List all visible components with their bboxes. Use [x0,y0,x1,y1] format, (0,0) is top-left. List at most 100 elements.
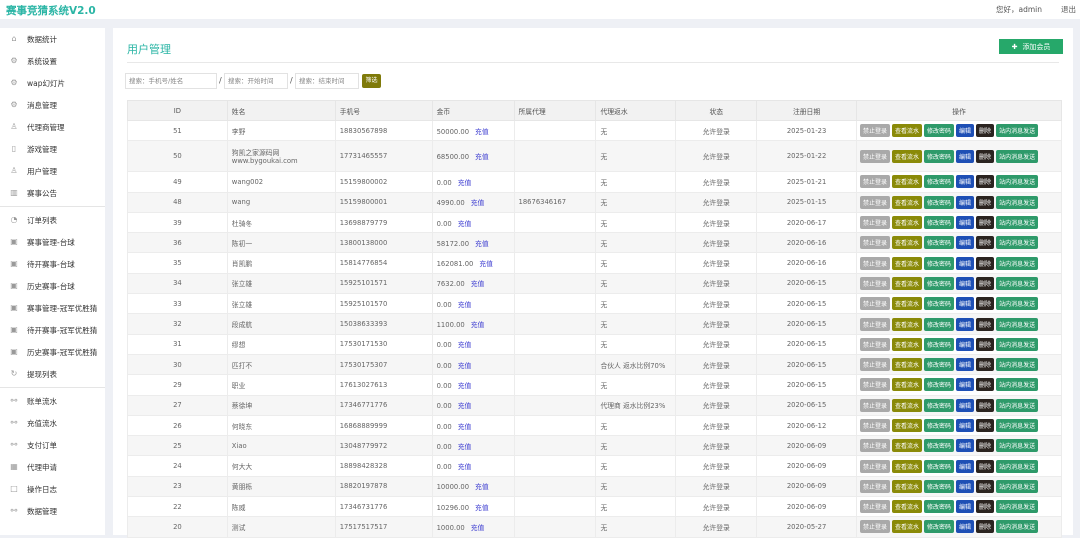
sidebar-item[interactable]: ▣ 赛事管理-冠军优胜猜 [0,297,105,319]
change-password-button[interactable]: 修改密码 [924,216,955,230]
ban-login-button[interactable]: 禁止登录 [859,175,890,189]
send-message-button[interactable]: 站内消息发送 [996,358,1039,372]
ban-login-button[interactable]: 禁止登录 [859,124,890,138]
ban-login-button[interactable]: 禁止登录 [859,195,890,209]
change-password-button[interactable]: 修改密码 [924,195,955,209]
send-message-button[interactable]: 站内消息发送 [996,195,1039,209]
send-message-button[interactable]: 站内消息发送 [996,297,1039,311]
recharge-link[interactable]: 充值 [475,153,489,162]
delete-button[interactable]: 删除 [976,398,995,412]
change-password-button[interactable]: 修改密码 [924,175,955,189]
ban-login-button[interactable]: 禁止登录 [859,337,890,351]
view-flow-button[interactable]: 查看流水 [892,124,923,138]
delete-button[interactable]: 删除 [976,479,995,493]
recharge-link[interactable]: 充值 [457,442,472,451]
change-password-button[interactable]: 修改密码 [924,236,955,250]
sidebar-item[interactable]: □ 操作日志 [0,478,105,500]
send-message-button[interactable]: 站内消息发送 [996,500,1039,514]
recharge-link[interactable]: 充值 [470,523,485,532]
send-message-button[interactable]: 站内消息发送 [996,149,1039,163]
ban-login-button[interactable]: 禁止登录 [859,459,890,473]
sidebar-item[interactable]: ⚯ 支付订单 [0,434,105,456]
send-message-button[interactable]: 站内消息发送 [996,459,1039,473]
delete-button[interactable]: 删除 [976,256,995,270]
view-flow-button[interactable]: 查看流水 [892,236,923,250]
recharge-link[interactable]: 充值 [479,260,493,269]
sidebar-item[interactable]: ▣ 历史赛事-冠军优胜猜 [0,341,105,363]
ban-login-button[interactable]: 禁止登录 [859,520,890,534]
recharge-link[interactable]: 充值 [470,321,485,330]
edit-button[interactable]: 编辑 [956,378,975,392]
send-message-button[interactable]: 站内消息发送 [996,398,1039,412]
change-password-button[interactable]: 修改密码 [924,256,955,270]
send-message-button[interactable]: 站内消息发送 [996,236,1039,250]
send-message-button[interactable]: 站内消息发送 [996,256,1039,270]
add-member-button[interactable]: ✚ 添加会员 [999,39,1063,54]
sidebar-item[interactable]: ♙ 代理商管理 [0,116,105,138]
delete-button[interactable]: 删除 [976,459,995,473]
view-flow-button[interactable]: 查看流水 [892,520,923,534]
view-flow-button[interactable]: 查看流水 [892,276,923,290]
edit-button[interactable]: 编辑 [956,276,975,290]
change-password-button[interactable]: 修改密码 [924,297,955,311]
edit-button[interactable]: 编辑 [956,256,975,270]
view-flow-button[interactable]: 查看流水 [892,398,923,412]
change-password-button[interactable]: 修改密码 [924,459,955,473]
sidebar-item[interactable]: ◔ 订单列表 [0,209,105,231]
send-message-button[interactable]: 站内消息发送 [996,378,1039,392]
delete-button[interactable]: 删除 [976,195,995,209]
recharge-link[interactable]: 充值 [475,127,489,136]
sidebar-item[interactable]: ⌂ 数据统计 [0,28,105,50]
edit-button[interactable]: 编辑 [956,439,975,453]
sidebar-item[interactable]: ⚙ 系统设置 [0,50,105,72]
sidebar-item[interactable]: ▦ 代理申请 [0,456,105,478]
ban-login-button[interactable]: 禁止登录 [859,256,890,270]
sidebar-item[interactable]: ▣ 待开赛事-台球 [0,253,105,275]
delete-button[interactable]: 删除 [976,520,995,534]
recharge-link[interactable]: 充值 [457,361,472,370]
send-message-button[interactable]: 站内消息发送 [996,124,1039,138]
edit-button[interactable]: 编辑 [956,297,975,311]
view-flow-button[interactable]: 查看流水 [892,149,923,163]
view-flow-button[interactable]: 查看流水 [892,459,923,473]
change-password-button[interactable]: 修改密码 [924,439,955,453]
view-flow-button[interactable]: 查看流水 [892,337,923,351]
sidebar-item[interactable]: ▣ 历史赛事-台球 [0,275,105,297]
edit-button[interactable]: 编辑 [956,216,975,230]
view-flow-button[interactable]: 查看流水 [892,317,923,331]
change-password-button[interactable]: 修改密码 [924,378,955,392]
view-flow-button[interactable]: 查看流水 [892,297,923,311]
send-message-button[interactable]: 站内消息发送 [996,216,1039,230]
change-password-button[interactable]: 修改密码 [924,124,955,138]
ban-login-button[interactable]: 禁止登录 [859,236,890,250]
sidebar-item[interactable]: ▣ 赛事管理-台球 [0,231,105,253]
delete-button[interactable]: 删除 [976,297,995,311]
edit-button[interactable]: 编辑 [956,124,975,138]
change-password-button[interactable]: 修改密码 [924,276,955,290]
edit-button[interactable]: 编辑 [956,398,975,412]
recharge-link[interactable]: 充值 [470,280,485,289]
view-flow-button[interactable]: 查看流水 [892,256,923,270]
recharge-link[interactable]: 充值 [457,341,472,350]
recharge-link[interactable]: 充值 [470,199,485,208]
sidebar-item[interactable]: ⚯ 充值流水 [0,412,105,434]
edit-button[interactable]: 编辑 [956,358,975,372]
ban-login-button[interactable]: 禁止登录 [859,479,890,493]
ban-login-button[interactable]: 禁止登录 [859,419,890,432]
change-password-button[interactable]: 修改密码 [924,317,955,331]
sidebar-item[interactable]: ⚯ 数据管理 [0,500,105,522]
delete-button[interactable]: 删除 [976,337,995,351]
delete-button[interactable]: 删除 [976,500,995,514]
ban-login-button[interactable]: 禁止登录 [859,378,890,392]
view-flow-button[interactable]: 查看流水 [892,216,923,230]
send-message-button[interactable]: 站内消息发送 [996,479,1039,493]
recharge-link[interactable]: 充值 [457,463,472,472]
edit-button[interactable]: 编辑 [956,195,975,209]
delete-button[interactable]: 删除 [976,358,995,372]
ban-login-button[interactable]: 禁止登录 [859,398,890,412]
delete-button[interactable]: 删除 [976,439,995,453]
recharge-link[interactable]: 充值 [475,483,489,492]
sidebar-item[interactable]: ↻ 提现列表 [0,363,105,385]
recharge-link[interactable]: 充值 [457,422,472,431]
view-flow-button[interactable]: 查看流水 [892,419,923,432]
